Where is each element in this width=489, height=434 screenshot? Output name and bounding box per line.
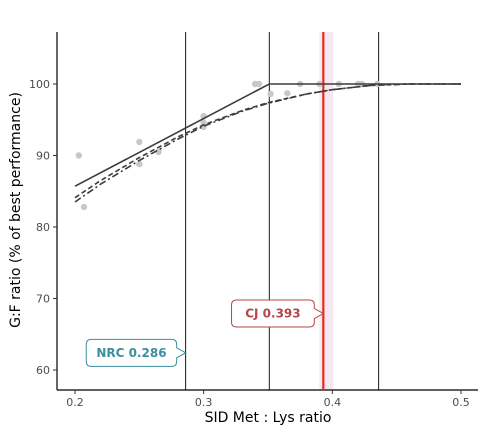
- y-tick-label: 90: [36, 150, 50, 163]
- data-point: [267, 90, 274, 98]
- x-tick-label: 0.4: [324, 396, 342, 409]
- x-axis-title: SID Met : Lys ratio: [205, 410, 332, 426]
- data-point: [80, 203, 88, 211]
- plot-area: 0.2 0.3 0.4 0.5 60 70 80 90 100 NRC 0.286 CJ 0.393: [29, 32, 478, 409]
- callout-label: NRC 0.286: [96, 346, 166, 360]
- y-tick-label: 60: [36, 364, 50, 377]
- x-tick-label: 0.2: [66, 396, 84, 409]
- data-point: [284, 90, 291, 97]
- data-point: [136, 138, 143, 146]
- callout-nrc: NRC 0.286: [85, 338, 187, 367]
- data-point: [155, 148, 162, 156]
- y-axis-title: G:F ratio (% of best performance): [8, 92, 24, 328]
- callout-label: CJ 0.393: [245, 307, 300, 321]
- x-tick-label: 0.5: [452, 396, 470, 409]
- data-point: [75, 152, 83, 159]
- callout-cj: CJ 0.393: [231, 299, 325, 328]
- x-tick-label: 0.3: [195, 396, 213, 409]
- y-tick-label: 100: [29, 78, 50, 91]
- data-point: [136, 160, 143, 168]
- fit-line-dashdot: [74, 83, 461, 203]
- y-tick-label: 80: [36, 221, 50, 234]
- data-point: [255, 80, 263, 88]
- fit-line-dashed: [74, 83, 461, 199]
- fit-line-solid: [74, 83, 461, 187]
- callout-box: [85, 338, 187, 367]
- y-tick-label: 70: [36, 293, 50, 306]
- callout-box: [231, 299, 325, 328]
